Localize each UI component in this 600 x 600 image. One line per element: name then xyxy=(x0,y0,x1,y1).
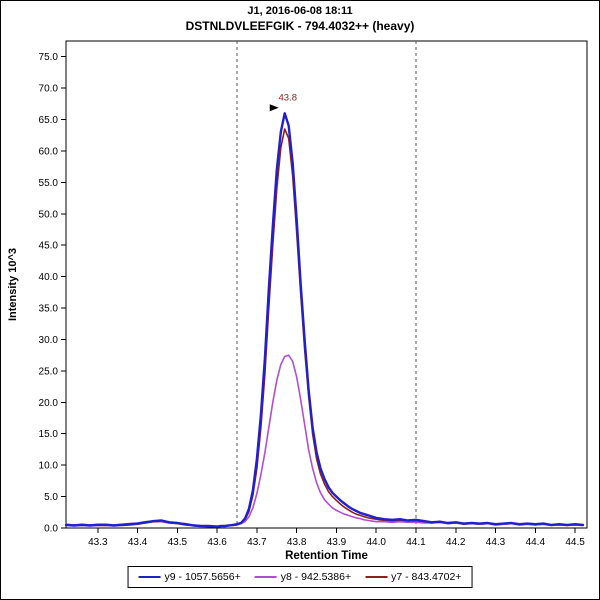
y-tick-label: 5.0 xyxy=(44,492,58,503)
legend: y9 - 1057.5656+ y8 - 942.5386+ y7 - 843.47… xyxy=(127,566,473,588)
y-tick-label: 30.0 xyxy=(39,335,59,346)
legend-line-swatch-icon xyxy=(254,576,277,578)
x-tick-label: 43.7 xyxy=(247,537,267,548)
legend-label: y8 - 942.5386+ xyxy=(280,571,352,583)
y-tick-label: 55.0 xyxy=(39,178,59,189)
y-axis-label: Intensity 10^3 xyxy=(7,248,19,321)
y-tick-label: 50.0 xyxy=(39,209,59,220)
x-tick-label: 44.5 xyxy=(565,537,585,548)
legend-label: y9 - 1057.5656+ xyxy=(164,571,241,583)
y-tick-label: 75.0 xyxy=(39,52,59,63)
trace-y7[interactable] xyxy=(65,128,584,528)
y-tick-label: 70.0 xyxy=(39,84,59,95)
y-tick-label: 65.0 xyxy=(39,115,59,126)
trace-y8[interactable] xyxy=(65,354,584,527)
x-tick-label: 44.3 xyxy=(486,537,506,548)
x-axis-label: Retention Time xyxy=(285,550,368,562)
y-tick-label: 25.0 xyxy=(39,366,59,377)
chromatogram-plot[interactable]: 0.0 5.0 10.0 15.0 20.0 25.0 30.0 35.0 40.0 45.0 50… xyxy=(1,35,599,565)
peak-arrow-icon xyxy=(269,104,279,112)
x-tick-label: 44.2 xyxy=(446,537,466,548)
x-tick-label: 43.3 xyxy=(88,537,108,548)
trace-y9[interactable] xyxy=(64,112,585,528)
legend-label: y7 - 843.4702+ xyxy=(391,571,462,583)
x-tick-label: 43.5 xyxy=(168,537,188,548)
y-tick-label: 35.0 xyxy=(39,304,59,315)
plot-border xyxy=(65,40,588,529)
peptide-title: DSTNLDVLEEFGIK - 794.4032++ (heavy) xyxy=(185,19,415,33)
y-tick-label: 10.0 xyxy=(39,461,59,472)
x-tick-label: 44.0 xyxy=(366,537,386,548)
y-tick-label: 45.0 xyxy=(39,241,59,252)
x-tick-label: 43.9 xyxy=(327,537,347,548)
x-tick-label: 43.8 xyxy=(287,537,307,548)
y-tick-label: 40.0 xyxy=(39,272,59,283)
legend-item: y8 - 942.5386+ xyxy=(254,571,352,583)
y-tick-label: 15.0 xyxy=(39,429,59,440)
y-tick-label: 0.0 xyxy=(44,524,58,535)
peak-rt-label: 43.8 xyxy=(278,92,297,103)
legend-line-swatch-icon xyxy=(365,576,388,578)
legend-line-swatch-icon xyxy=(138,576,161,578)
x-tick-label: 43.4 xyxy=(128,537,148,548)
x-tick-label: 44.1 xyxy=(406,537,426,548)
x-tick-label: 43.6 xyxy=(207,537,227,548)
legend-item: y7 - 843.4702+ xyxy=(365,571,461,583)
y-tick-label: 60.0 xyxy=(39,146,59,157)
y-tick-label: 20.0 xyxy=(39,398,59,409)
legend-item: y9 - 1057.5656+ xyxy=(138,571,241,583)
figure-subtitle: J1, 2016-06-08 18:11 xyxy=(247,5,353,17)
x-tick-label: 44.4 xyxy=(526,537,546,548)
